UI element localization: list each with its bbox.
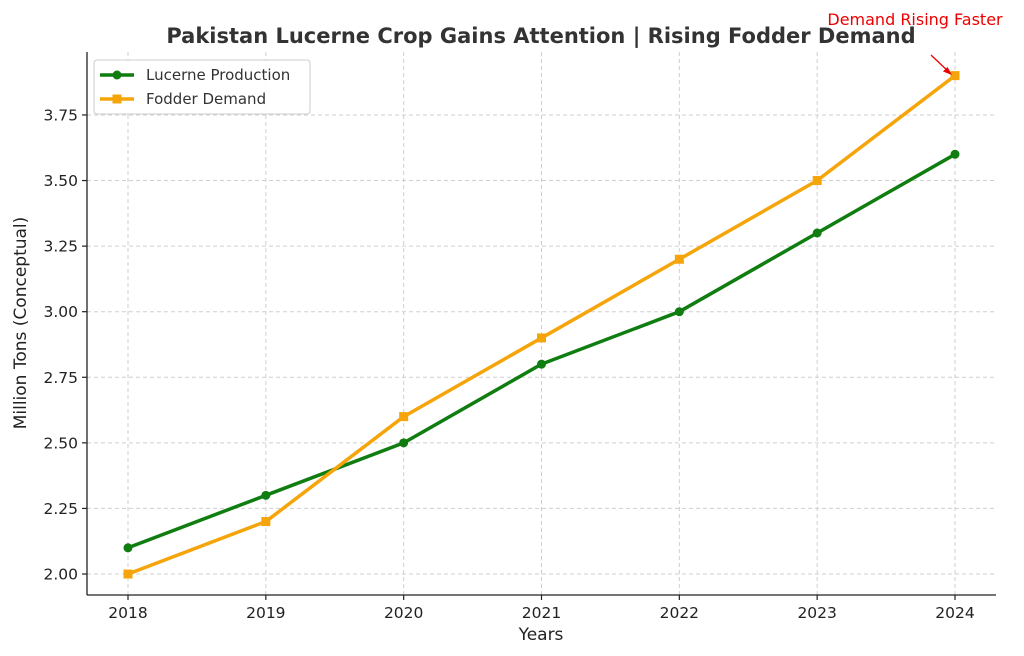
annotation: Demand Rising Faster — [827, 10, 1003, 75]
y-tick-label: 2.50 — [43, 434, 78, 452]
y-tick-label: 3.75 — [43, 106, 78, 124]
legend-label-lucerne-production: Lucerne Production — [146, 66, 290, 84]
legend-entry-lucerne-production: Lucerne Production — [100, 66, 290, 84]
x-tick-label: 2018 — [108, 604, 147, 622]
data-point-fodder-demand — [537, 333, 546, 343]
data-point-fodder-demand — [399, 412, 409, 422]
legend: Lucerne Production Fodder Demand — [93, 59, 311, 115]
data-point-lucerne-production — [537, 359, 546, 369]
y-tick-label: 2.25 — [43, 500, 78, 518]
data-point-lucerne-production — [674, 307, 684, 317]
chart-title: Pakistan Lucerne Crop Gains Attention | … — [166, 24, 915, 49]
series-fodder-demand — [123, 71, 960, 579]
data-point-fodder-demand — [123, 569, 133, 579]
legend-label-fodder-demand: Fodder Demand — [146, 90, 266, 108]
data-point-lucerne-production — [812, 228, 822, 238]
axes — [86, 52, 996, 596]
y-tick-label: 2.75 — [43, 369, 78, 387]
x-tick-label: 2022 — [660, 604, 699, 622]
x-tick-label: 2024 — [935, 604, 974, 622]
y-tick-label: 2.00 — [43, 566, 78, 584]
y-ticks: 2.00 2.25 2.50 2.75 3.00 3.25 3.50 3.75 — [43, 106, 87, 584]
data-point-fodder-demand — [261, 517, 271, 527]
annotation-arrowhead — [943, 67, 952, 75]
data-point-lucerne-production — [261, 490, 271, 500]
grid-lines — [87, 52, 996, 595]
x-ticks: 2018 2019 2020 2021 2022 2023 2024 — [108, 595, 975, 622]
y-tick-label: 3.00 — [43, 303, 78, 321]
data-point-lucerne-production — [399, 438, 409, 448]
x-tick-label: 2020 — [384, 604, 423, 622]
legend-box — [93, 59, 311, 115]
legend-marker-fodder-demand — [112, 94, 122, 104]
data-point-fodder-demand — [812, 176, 822, 186]
data-point-lucerne-production — [123, 543, 133, 553]
data-point-lucerne-production — [950, 149, 960, 159]
y-tick-label: 3.25 — [43, 238, 78, 256]
x-tick-label: 2023 — [797, 604, 836, 622]
annotation-text: Demand Rising Faster — [827, 10, 1003, 29]
legend-marker-lucerne-production — [112, 70, 122, 80]
data-point-fodder-demand — [950, 71, 960, 81]
x-axis-label: Years — [518, 625, 564, 645]
series-lines — [123, 71, 960, 579]
x-tick-label: 2021 — [522, 604, 561, 622]
x-tick-label: 2019 — [246, 604, 285, 622]
y-axis-label: Million Tons (Conceptual) — [11, 217, 31, 430]
series-lucerne-production — [123, 149, 960, 553]
y-tick-label: 3.50 — [43, 172, 78, 190]
legend-entry-fodder-demand: Fodder Demand — [100, 90, 266, 108]
data-point-fodder-demand — [674, 254, 684, 264]
